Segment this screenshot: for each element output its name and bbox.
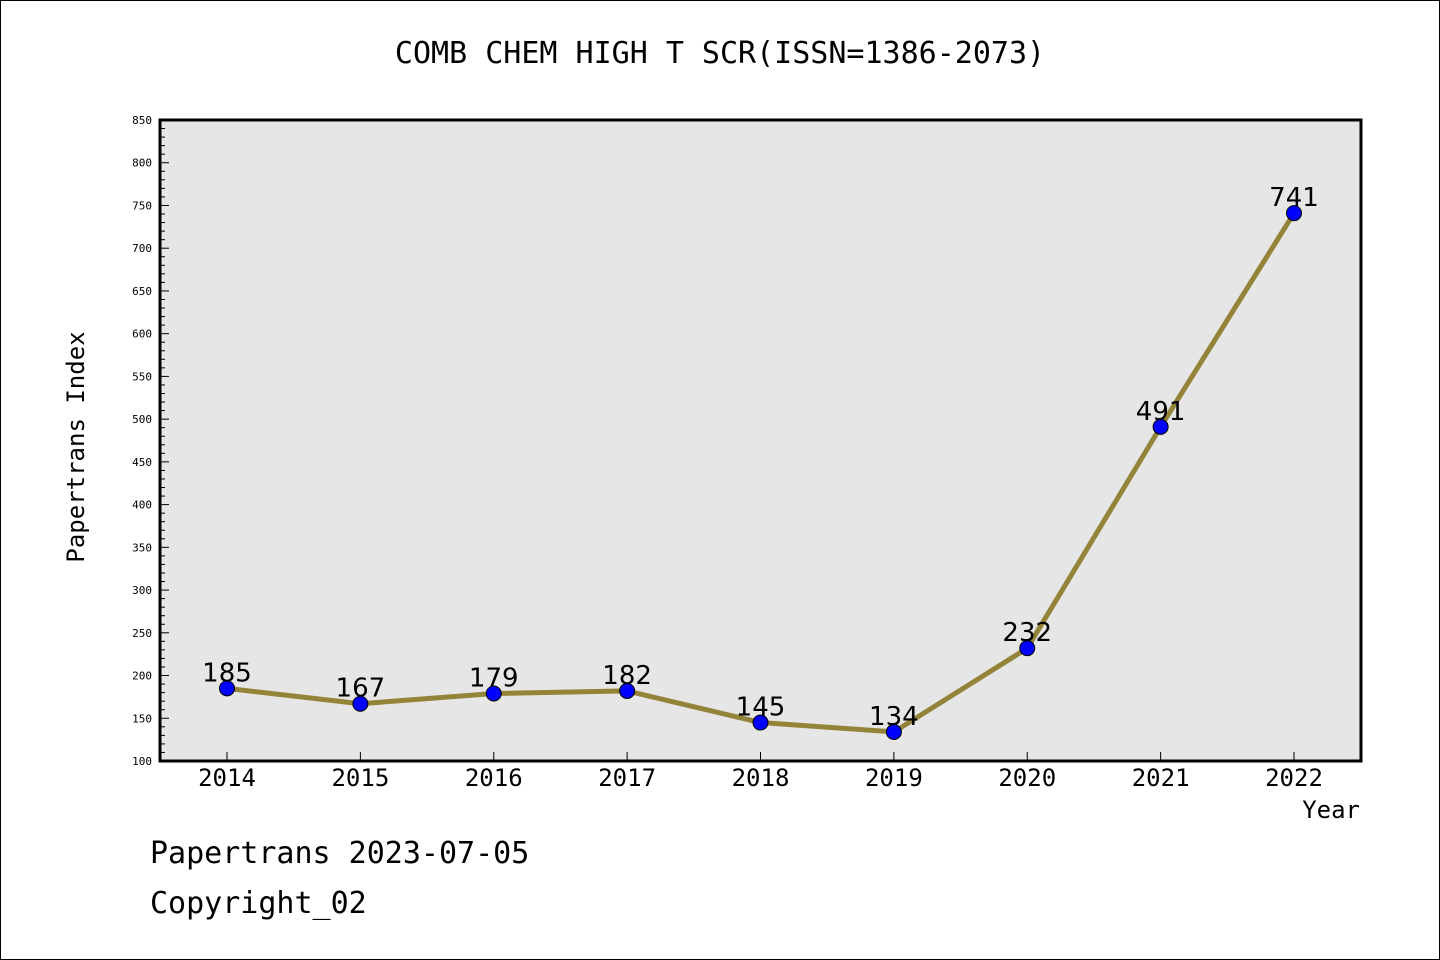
chart-title: COMB CHEM HIGH T SCR(ISSN=1386-2073): [394, 36, 1046, 71]
y-tick-label: 700: [132, 242, 152, 255]
x-tick-label: 2014: [198, 764, 256, 792]
x-tick-label: 2019: [865, 764, 923, 792]
data-point: [485, 685, 502, 702]
y-tick-label: 500: [132, 413, 152, 426]
x-tick-label: 2018: [732, 764, 790, 792]
y-tick-label: 350: [132, 541, 152, 554]
data-label: 179: [469, 663, 519, 693]
data-label: 134: [869, 702, 919, 732]
y-tick-label: 650: [132, 285, 152, 298]
data-point: [1019, 640, 1036, 657]
x-tick-label: 2017: [598, 764, 656, 792]
data-label: 145: [736, 693, 786, 723]
data-point: [619, 682, 636, 699]
y-axis-label: Papertrans Index: [62, 331, 90, 563]
y-tick-label: 850: [132, 114, 152, 127]
x-tick-label: 2016: [465, 764, 523, 792]
footer-copyright: Copyright_02: [150, 886, 367, 921]
data-labels-layer: 185 167 179 182 145 134 232 491 741: [202, 183, 1319, 732]
data-label: 167: [336, 674, 386, 704]
data-point: [352, 695, 369, 712]
data-point: [1152, 418, 1169, 435]
data-point: [219, 680, 235, 697]
data-label: 491: [1136, 397, 1186, 427]
plot-area: [158, 118, 1363, 763]
x-tick-label: 2020: [998, 764, 1056, 792]
data-label: 741: [1269, 183, 1319, 213]
data-point: [1286, 205, 1302, 222]
y-tick-label: 150: [132, 712, 152, 725]
x-tick-label: 2021: [1132, 764, 1190, 792]
y-tick-label: 200: [132, 670, 152, 683]
x-axis-label: Year: [1302, 796, 1360, 824]
y-tick-label: 250: [132, 627, 152, 640]
y-tick-label: 600: [132, 328, 152, 341]
y-tick-label: 450: [132, 456, 152, 469]
data-label: 182: [602, 661, 652, 691]
data-label: 185: [202, 658, 252, 688]
y-tick-label: 400: [132, 499, 152, 512]
data-point: [752, 714, 769, 731]
x-axis: 2014 2015 2016 2017 2018 2019 2020 2021 2022: [198, 752, 1323, 792]
series-layer: [219, 205, 1302, 740]
x-tick-label: 2022: [1265, 764, 1323, 792]
y-tick-label: 300: [132, 584, 152, 597]
data-point: [885, 723, 902, 740]
y-tick-label: 800: [132, 157, 152, 170]
y-tick-label: 550: [132, 370, 152, 383]
x-tick-label: 2015: [331, 764, 389, 792]
data-label: 232: [1002, 618, 1052, 648]
y-tick-label: 750: [132, 199, 152, 212]
y-tick-label: 100: [132, 755, 152, 768]
y-axis: 100 150 200 250 300 350 400 450 500 550 600 650 700 7…: [132, 114, 169, 768]
footer-date: Papertrans 2023-07-05: [150, 836, 530, 871]
